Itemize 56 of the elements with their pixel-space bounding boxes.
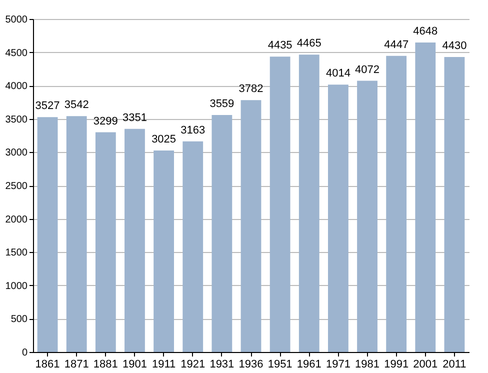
- bar: [270, 56, 290, 352]
- bar: [415, 42, 436, 352]
- bar: [357, 80, 378, 352]
- data-label: 3542: [64, 99, 89, 112]
- data-label: 3299: [93, 115, 118, 128]
- y-tick-label: 4000: [5, 81, 28, 92]
- data-label: 4072: [355, 64, 380, 76]
- data-label: 4014: [326, 68, 350, 80]
- x-tick-label: 2011: [442, 358, 466, 370]
- bar: [240, 100, 262, 352]
- bar: [386, 56, 407, 352]
- x-tick-label: 2001: [413, 358, 438, 370]
- bar: [182, 141, 204, 352]
- data-label: 3163: [180, 124, 206, 136]
- x-tick-label: 1981: [355, 358, 380, 370]
- bar: [124, 128, 145, 352]
- bar: [212, 114, 232, 352]
- y-tick-label: 5000: [5, 14, 28, 26]
- bar: [328, 84, 348, 352]
- x-tick-label: 1931: [210, 358, 234, 370]
- data-label: 3527: [35, 100, 60, 112]
- data-label: 3025: [152, 134, 176, 146]
- data-label: 3782: [238, 83, 264, 96]
- x-tick-label: 1901: [122, 358, 147, 370]
- data-label: 4447: [384, 38, 409, 51]
- bar: [95, 132, 116, 352]
- y-tick-label: 4500: [5, 48, 28, 59]
- bar: [37, 117, 58, 352]
- x-tick-label: 1936: [238, 358, 264, 370]
- x-tick-label: 1921: [180, 358, 206, 370]
- x-tick-label: 1911: [152, 358, 176, 370]
- x-tick-label: 1961: [296, 358, 322, 370]
- y-tick-label: 2500: [5, 181, 28, 192]
- data-label: 4465: [296, 38, 322, 50]
- y-tick-label: 0: [22, 348, 28, 358]
- x-tick-label: 1861: [35, 358, 60, 370]
- bar: [154, 150, 174, 352]
- y-tick-label: 3000: [5, 148, 28, 159]
- bar: [298, 54, 320, 352]
- y-tick-label: 1000: [5, 280, 28, 292]
- x-tick-label: 1991: [384, 358, 409, 370]
- data-label: 4648: [413, 25, 438, 38]
- x-tick-label: 1951: [268, 358, 292, 370]
- bar: [66, 116, 87, 352]
- y-tick-label: 3500: [5, 114, 28, 126]
- x-tick-label: 1871: [64, 358, 89, 370]
- data-label: 3351: [122, 112, 147, 124]
- data-label: 4435: [268, 40, 292, 52]
- data-label: 3559: [210, 98, 234, 110]
- y-tick-label: 1500: [5, 248, 28, 259]
- y-tick-label: 2000: [5, 214, 28, 226]
- data-label: 4430: [442, 40, 467, 52]
- bar: [444, 56, 465, 352]
- y-tick-label: 500: [10, 314, 28, 326]
- x-tick-label: 1881: [93, 358, 118, 370]
- x-tick-label: 1971: [326, 358, 350, 370]
